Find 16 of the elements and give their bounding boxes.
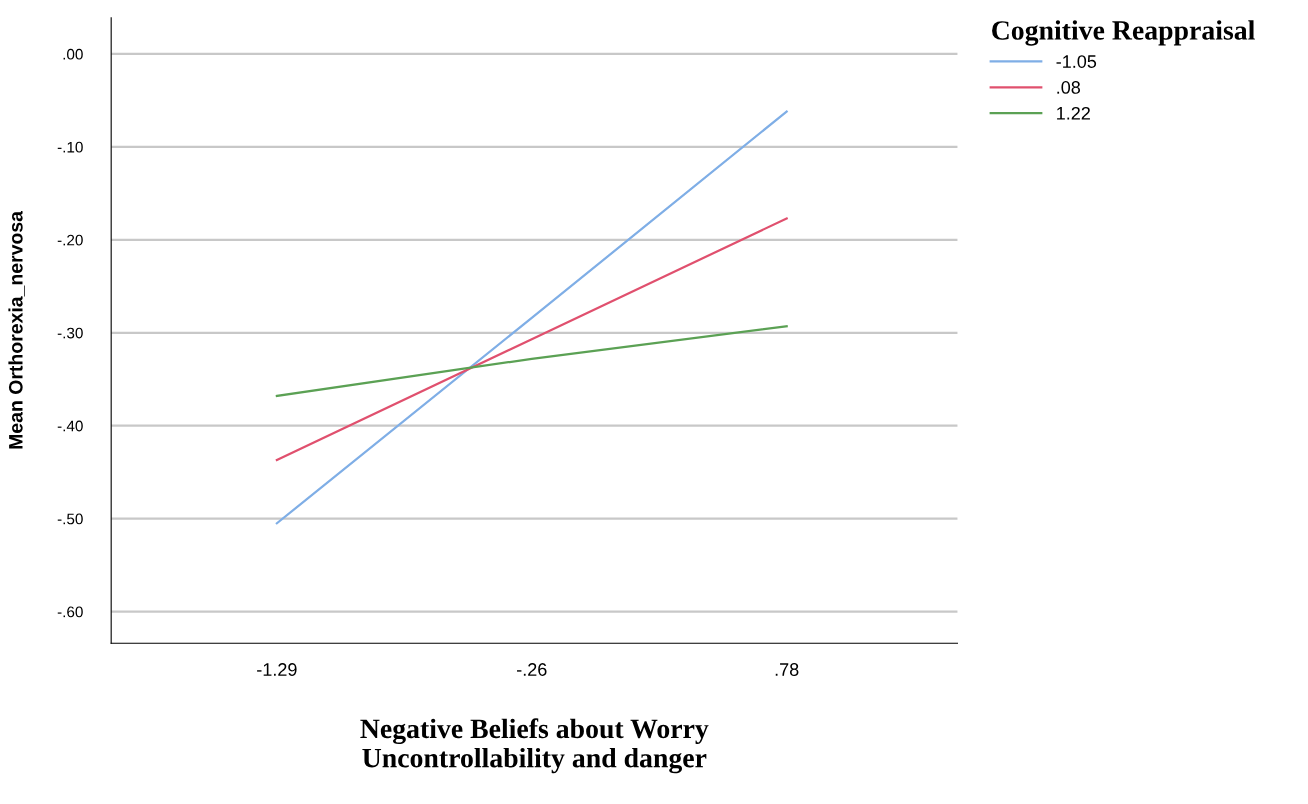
x-tick-label: -1.29 (257, 663, 297, 676)
y-tick-label: -.10 (57, 141, 83, 153)
y-tick-label: -.60 (57, 606, 83, 618)
x-axis-title: Negative Beliefs about Worry Uncontrollability and danger (360, 718, 709, 774)
y-tick-label: -.40 (57, 420, 83, 432)
legend-label: -1.05 (1056, 55, 1097, 68)
y-tick-label: .00 (63, 48, 83, 60)
x-tick-label: -.26 (517, 663, 547, 676)
legend-label: 1.22 (1057, 106, 1090, 120)
y-axis-title: Mean Orthorexia_nervosa (8, 210, 25, 449)
y-tick-label: -.50 (57, 513, 83, 525)
legend-label: .08 (1057, 81, 1081, 94)
x-tick-label: .78 (775, 663, 799, 676)
legend-title: Cognitive Reappraisal (992, 20, 1255, 46)
y-tick-label: -.20 (57, 234, 83, 246)
y-tick-label: -.30 (57, 327, 83, 339)
